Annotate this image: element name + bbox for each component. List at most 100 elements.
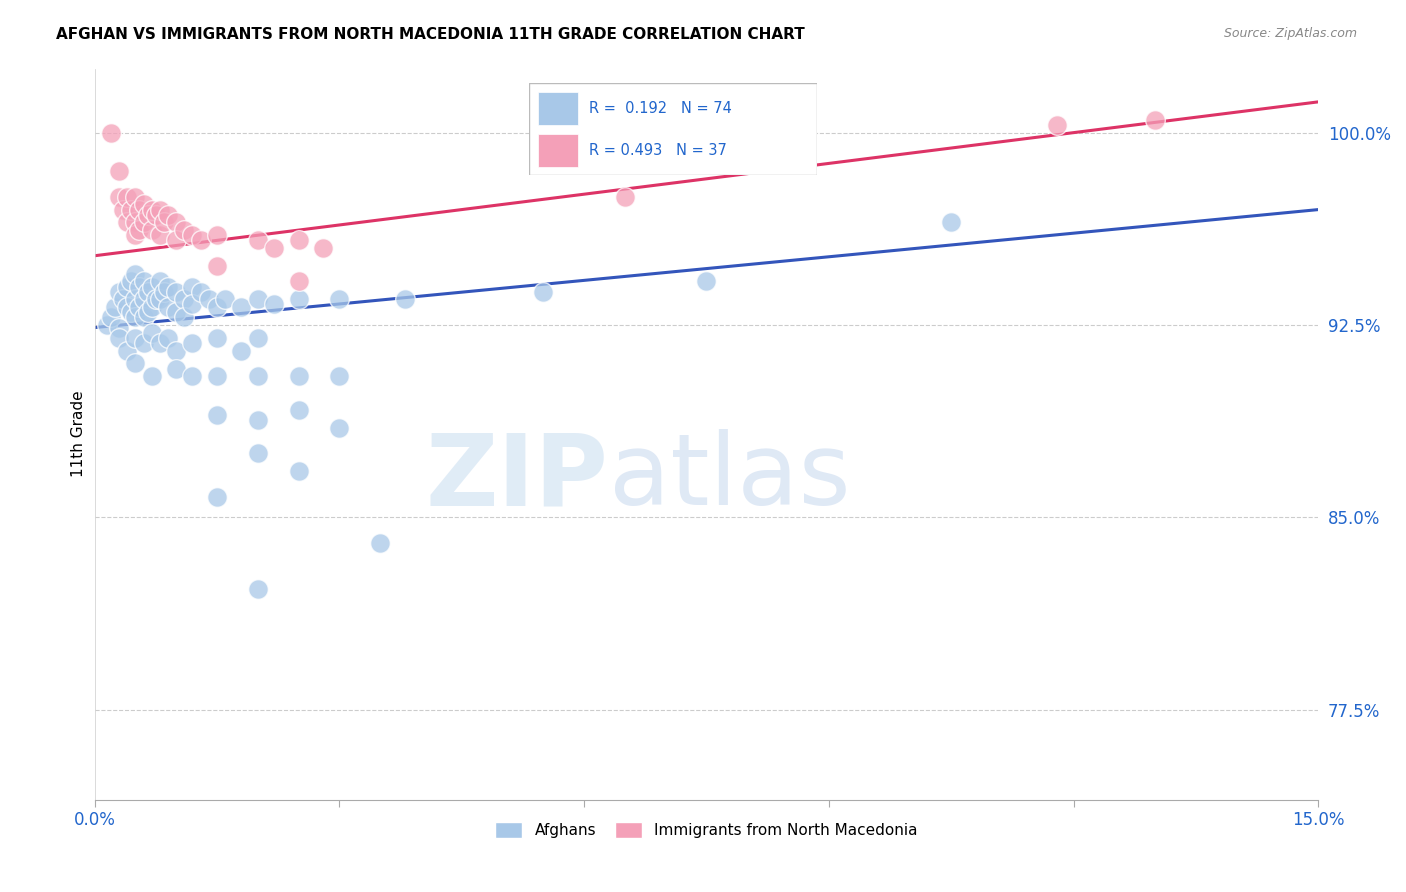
Point [120,202,142,217]
Point [149,202,172,217]
Point [128,300,150,314]
Point [156,208,179,222]
Point [124,267,146,281]
Point [205,490,228,504]
Point [181,369,204,384]
Point [141,369,163,384]
Point [145,208,167,222]
Point [287,293,309,307]
Point [153,215,176,229]
Point [132,335,155,350]
Point [136,208,159,222]
Point [173,310,195,325]
Point [132,274,155,288]
Point [165,343,187,358]
Point [214,293,236,307]
Point [287,369,309,384]
Point [328,293,350,307]
Point [205,408,228,422]
Point [124,331,146,345]
Point [231,300,253,314]
Point [128,223,150,237]
Point [141,279,163,293]
Point [112,202,135,217]
Point [100,310,122,325]
Point [141,326,163,340]
Text: atlas: atlas [609,429,851,526]
Point [124,215,146,229]
Point [115,300,138,314]
Point [190,285,212,299]
Point [165,361,187,376]
Point [173,223,195,237]
Point [132,197,155,211]
Point [246,233,269,247]
Point [128,279,150,293]
Point [149,293,172,307]
Point [287,274,309,288]
Point [165,233,187,247]
Point [394,293,416,307]
Point [124,310,146,325]
Point [287,233,309,247]
Point [941,215,963,229]
Point [263,297,285,311]
Point [132,215,155,229]
Point [190,233,212,247]
Point [132,293,155,307]
Point [108,164,131,178]
Y-axis label: 11th Grade: 11th Grade [72,391,86,477]
Point [132,310,155,325]
Point [246,582,269,597]
Point [115,279,138,293]
Point [165,215,187,229]
Point [145,293,167,307]
Point [165,285,187,299]
Point [205,369,228,384]
Legend: Afghans, Immigrants from North Macedonia: Afghans, Immigrants from North Macedonia [489,816,924,845]
Point [141,202,163,217]
Point [156,279,179,293]
Point [136,285,159,299]
Point [263,241,285,255]
Point [112,293,135,307]
Point [115,190,138,204]
Point [246,293,269,307]
Point [205,300,228,314]
Point [124,190,146,204]
Point [246,413,269,427]
Point [153,285,176,299]
Point [1144,112,1167,127]
Point [246,331,269,345]
Point [1046,118,1069,132]
Point [108,285,131,299]
Point [312,241,335,255]
Point [531,285,554,299]
Point [120,274,142,288]
Point [613,190,636,204]
Point [108,190,131,204]
Point [287,402,309,417]
Point [328,369,350,384]
Point [205,228,228,243]
Point [149,274,172,288]
Point [181,279,204,293]
Point [124,293,146,307]
Point [328,420,350,434]
Point [149,228,172,243]
Point [108,320,131,334]
Point [136,305,159,319]
Point [156,331,179,345]
Point [120,305,142,319]
Point [205,259,228,273]
Point [115,215,138,229]
Point [205,331,228,345]
Point [231,343,253,358]
Point [124,228,146,243]
Point [96,318,118,332]
Point [695,274,717,288]
Point [104,300,127,314]
Point [181,228,204,243]
Point [181,335,204,350]
Point [246,446,269,460]
